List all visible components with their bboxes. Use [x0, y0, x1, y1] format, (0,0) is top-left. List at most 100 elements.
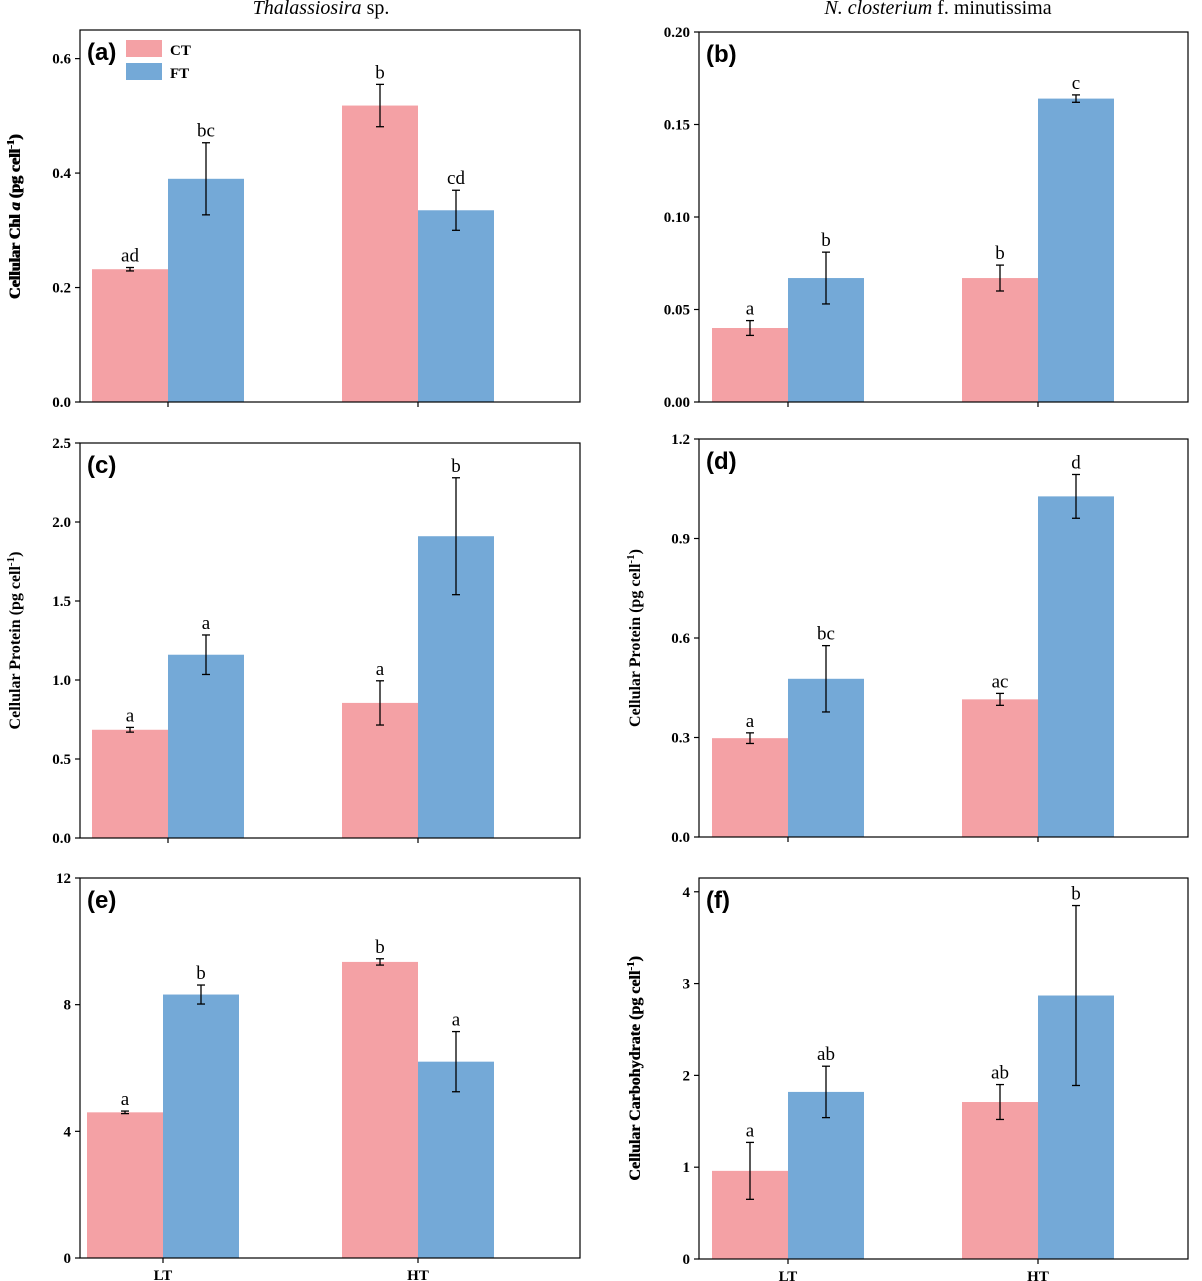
panel-a: ad b bc cd 0.0 0.2 0.4 0.6 (a) Cellular Chl a (pg… — [5, 29, 581, 411]
plot-frame — [698, 877, 1189, 1260]
y-axis-label: Cellular Carbohydrate (pg cell-1) — [625, 956, 644, 1180]
significance-letter: a — [746, 299, 755, 320]
panel-d: a ac bc d 0.0 0.3 0.6 0.9 1.2 (d) Cellular Protein… — [625, 432, 1189, 846]
y-tick-label: 0.2 — [52, 281, 71, 297]
significance-letter: bc — [197, 121, 215, 142]
error-bar — [1072, 94, 1080, 103]
significance-letter: b — [451, 456, 461, 477]
legend: CT FT — [126, 40, 191, 82]
significance-letter: a — [452, 1010, 461, 1031]
plot-frame — [79, 877, 581, 1259]
y-tick-label: 0.9 — [671, 532, 690, 548]
y-tick-label: 0.15 — [664, 118, 690, 134]
panel-label: (c) — [87, 452, 116, 479]
significance-letter: a — [746, 1120, 755, 1141]
plot-frame — [79, 29, 581, 403]
error-bar — [126, 726, 134, 733]
bar-ft-ht — [1038, 496, 1114, 837]
significance-letter: b — [375, 62, 385, 83]
y-tick-label: 0.5 — [52, 752, 71, 768]
column-title-right: N. closterium f. minutissima — [823, 0, 1051, 19]
y-tick-label: 0.10 — [664, 210, 690, 226]
significance-letter: a — [202, 613, 211, 634]
plot-frame — [79, 442, 581, 839]
significance-letter: b — [995, 243, 1005, 264]
y-tick-label: 2.5 — [52, 436, 71, 452]
error-bar — [996, 264, 1004, 292]
legend-label-ft: FT — [170, 66, 189, 82]
error-bar — [1072, 904, 1080, 1087]
significance-letter: b — [821, 230, 831, 251]
significance-letter: b — [375, 937, 385, 958]
y-tick-label: 1.5 — [52, 594, 71, 610]
y-tick-label: 0.20 — [664, 25, 690, 41]
bar-ct-ht — [342, 105, 418, 402]
y-tick-label: 2 — [683, 1068, 691, 1084]
y-tick-label: 0.0 — [52, 395, 71, 411]
significance-letter: d — [1071, 452, 1081, 473]
bar-ct-ht — [962, 699, 1038, 837]
y-tick-label: 0.3 — [671, 731, 690, 747]
error-bar — [822, 251, 830, 305]
bar-ft-lt — [163, 994, 239, 1258]
error-bar — [822, 644, 830, 713]
error-bar — [746, 732, 754, 745]
error-bar — [452, 477, 460, 596]
bar-ft-lt — [788, 1091, 864, 1259]
error-bar — [202, 634, 210, 676]
y-tick-label: 2.0 — [52, 515, 71, 531]
legend-swatch-ft — [126, 63, 162, 80]
y-tick-label: 4 — [683, 885, 691, 901]
error-bar — [452, 189, 460, 231]
significance-letter: a — [121, 1089, 130, 1110]
panel-f: a ab ab b 0 1 2 3 4 LT HT (f) Cellular Carbohydrate … — [625, 877, 1189, 1281]
error-bar — [376, 680, 384, 726]
x-tick-label: LT — [779, 1269, 798, 1281]
y-tick-label: 0.05 — [664, 303, 690, 319]
panel-e: a b b a 0 4 8 12 LT HT (e) Cellular Carbohydrate (p… — [56, 871, 644, 1281]
bar-ct-lt — [712, 328, 788, 402]
significance-letter: a — [126, 705, 135, 726]
y-tick-label: 0.4 — [52, 166, 71, 182]
column-title-left: Thalassiosira sp. — [253, 0, 390, 19]
significance-letter: ac — [992, 671, 1009, 692]
bar-ft-lt — [168, 178, 244, 402]
x-tick-label: HT — [1027, 1269, 1049, 1281]
significance-letter: c — [1072, 73, 1080, 94]
error-bar — [746, 1141, 754, 1200]
error-bar — [452, 1030, 460, 1093]
bar-ct-ht — [962, 1102, 1038, 1259]
panel-label: (b) — [706, 41, 737, 68]
y-tick-label: 0.6 — [671, 631, 690, 647]
significance-letter: a — [376, 659, 385, 680]
y-tick-label: 12 — [56, 871, 71, 887]
bar-ft-ht — [418, 210, 494, 402]
x-tick-label: HT — [407, 1268, 429, 1281]
error-bar — [376, 83, 384, 128]
significance-letter: b — [196, 963, 206, 984]
bar-ct-ht — [342, 961, 418, 1258]
error-bar — [996, 1083, 1004, 1121]
bar-ct-lt — [92, 269, 168, 402]
error-bar — [376, 958, 384, 966]
significance-letter: a — [746, 711, 755, 732]
panel-label: (f) — [706, 887, 730, 914]
error-bar — [202, 142, 210, 216]
y-axis-label: Cellular Protein (pg cell-1) — [625, 549, 644, 727]
panel-label: (a) — [87, 39, 116, 66]
y-tick-label: 0.0 — [52, 831, 71, 847]
y-tick-label: 0 — [64, 1251, 72, 1267]
legend-label-ct: CT — [170, 43, 191, 59]
error-bar — [996, 692, 1004, 706]
panel-label: (e) — [87, 887, 116, 914]
x-tick-label: LT — [154, 1268, 173, 1281]
y-tick-label: 4 — [64, 1124, 72, 1140]
error-bar — [197, 984, 205, 1005]
significance-letter: cd — [447, 168, 465, 189]
y-tick-label: 0.00 — [664, 395, 690, 411]
error-bar — [1072, 473, 1080, 519]
error-bar — [822, 1065, 830, 1119]
error-bar — [746, 319, 754, 337]
